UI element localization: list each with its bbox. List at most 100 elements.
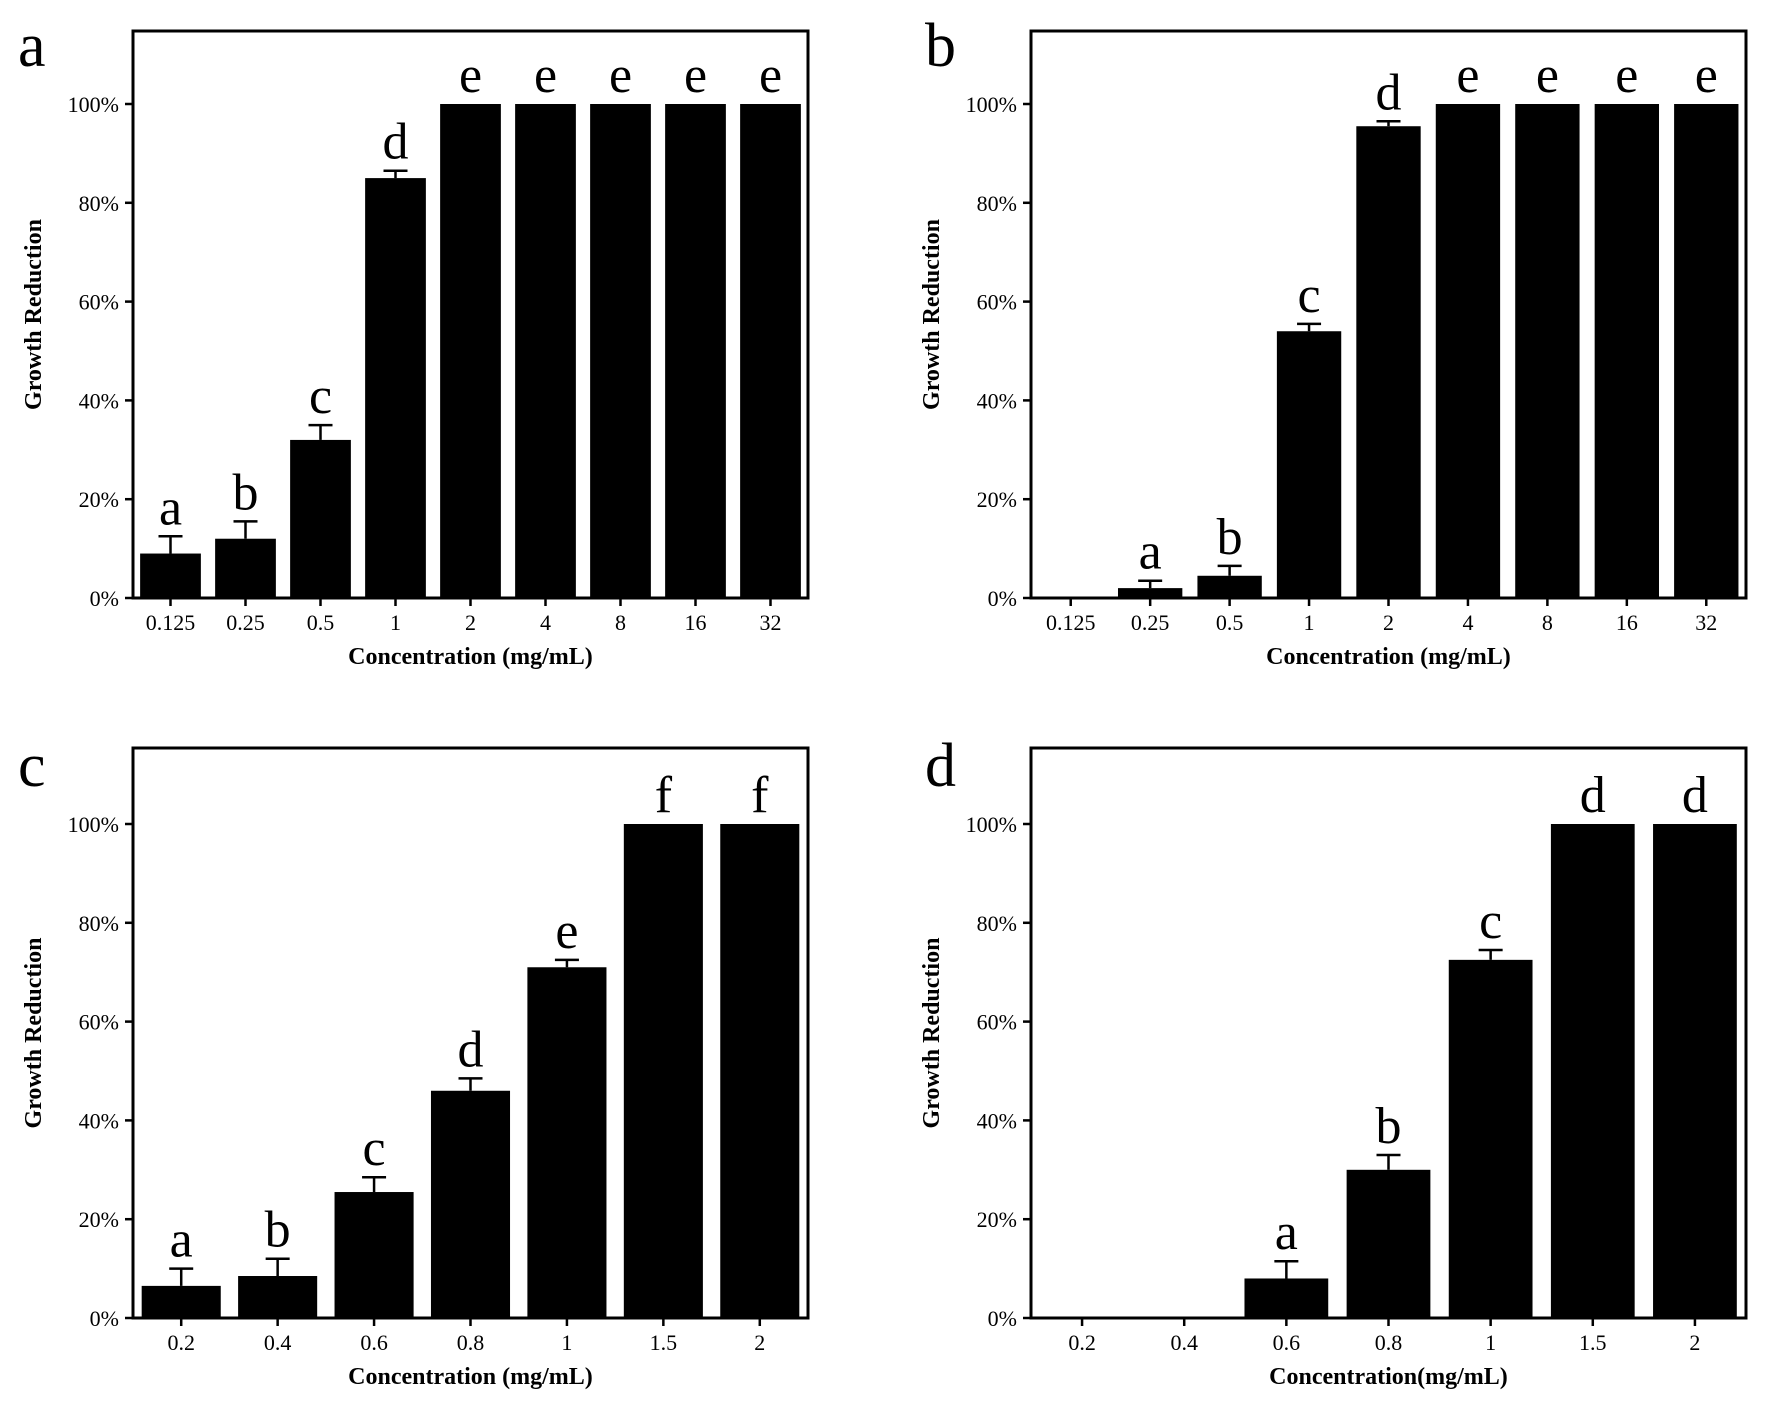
bar bbox=[515, 104, 576, 598]
y-tick-label: 40% bbox=[79, 388, 119, 413]
bar bbox=[1515, 104, 1580, 598]
x-tick-label: 0.6 bbox=[360, 1330, 388, 1355]
bar bbox=[365, 178, 426, 598]
significance-letter: b bbox=[265, 1202, 291, 1259]
x-tick-label: 0.4 bbox=[264, 1330, 292, 1355]
significance-letter: e bbox=[534, 47, 557, 104]
bar bbox=[1117, 588, 1183, 598]
y-tick-label: 0% bbox=[90, 586, 119, 611]
y-tick-label: 100% bbox=[966, 92, 1017, 117]
panel-c: c 0% 20% 40% 60% 80% 100% 0.2 a 0.4 b 0.6 c 0.8 d 1 e 1.5… bbox=[18, 732, 810, 1390]
significance-letter: e bbox=[1536, 47, 1559, 104]
x-tick-label: 2 bbox=[465, 610, 476, 635]
panel-letter: b bbox=[925, 12, 956, 80]
x-axis-label: Concentration (mg/mL) bbox=[348, 644, 593, 670]
significance-letter: c bbox=[1479, 893, 1502, 950]
y-axis-label: Growth Reduction bbox=[919, 219, 945, 410]
bar bbox=[1038, 596, 1103, 598]
y-tick-label: 60% bbox=[79, 1010, 119, 1035]
y-tick-label: 80% bbox=[977, 191, 1017, 216]
y-tick-label: 20% bbox=[79, 1207, 119, 1232]
bar bbox=[1674, 104, 1739, 598]
panel-letter: d bbox=[925, 732, 956, 800]
x-tick-label: 0.25 bbox=[226, 610, 265, 635]
bar bbox=[290, 439, 351, 598]
x-tick-label: 1.5 bbox=[650, 1330, 678, 1355]
y-axis-label: Growth Reduction bbox=[21, 219, 47, 410]
bar bbox=[140, 553, 201, 598]
y-tick-label: 100% bbox=[68, 812, 119, 837]
bar bbox=[1448, 959, 1533, 1318]
x-tick-label: 1 bbox=[390, 610, 401, 635]
bar bbox=[141, 1285, 221, 1318]
panel-d: d 0% 20% 40% 60% 80% 100% 0.2 0.4 0.6 a 0.8 b 1 c 1.5 d 2… bbox=[919, 732, 1748, 1390]
x-tick-label: 0.25 bbox=[1131, 610, 1170, 635]
x-tick-label: 1.5 bbox=[1579, 1330, 1607, 1355]
significance-letter: f bbox=[655, 767, 673, 824]
y-tick-label: 80% bbox=[79, 911, 119, 936]
y-tick-label: 40% bbox=[79, 1108, 119, 1133]
x-axis-label: Concentration (mg/mL) bbox=[348, 1364, 593, 1390]
significance-letter: e bbox=[555, 903, 578, 960]
bar bbox=[334, 1192, 414, 1318]
x-tick-label: 0.2 bbox=[167, 1330, 195, 1355]
y-tick-label: 60% bbox=[977, 1010, 1017, 1035]
significance-letter: e bbox=[1695, 47, 1718, 104]
significance-letter: a bbox=[170, 1212, 193, 1269]
significance-letter: d bbox=[458, 1021, 484, 1078]
significance-letter: f bbox=[751, 767, 769, 824]
y-tick-label: 20% bbox=[977, 1207, 1017, 1232]
y-tick-label: 40% bbox=[977, 1108, 1017, 1133]
significance-letter: c bbox=[363, 1120, 386, 1177]
significance-letter: b bbox=[1217, 509, 1243, 566]
significance-letter: b bbox=[1376, 1098, 1402, 1155]
y-tick-label: 0% bbox=[90, 1306, 119, 1331]
significance-letter: e bbox=[759, 47, 782, 104]
y-axis-label: Growth Reduction bbox=[21, 938, 47, 1129]
bar bbox=[623, 824, 703, 1318]
x-tick-label: 0.8 bbox=[457, 1330, 485, 1355]
significance-letter: e bbox=[684, 47, 707, 104]
x-axis-label: Concentration(mg/mL) bbox=[1269, 1364, 1508, 1390]
panel-letter: a bbox=[18, 12, 46, 80]
significance-letter: e bbox=[609, 47, 632, 104]
y-tick-label: 40% bbox=[977, 388, 1017, 413]
y-tick-label: 80% bbox=[79, 191, 119, 216]
x-tick-label: 16 bbox=[1616, 610, 1638, 635]
x-tick-label: 0.125 bbox=[146, 610, 196, 635]
y-tick-label: 60% bbox=[977, 290, 1017, 315]
significance-letter: e bbox=[1615, 47, 1638, 104]
x-tick-label: 0.6 bbox=[1273, 1330, 1301, 1355]
significance-letter: a bbox=[1275, 1204, 1298, 1261]
bar bbox=[665, 104, 726, 598]
bar bbox=[238, 1276, 318, 1318]
x-tick-label: 0.125 bbox=[1046, 610, 1096, 635]
y-axis-label: Growth Reduction bbox=[919, 938, 945, 1129]
x-tick-label: 0.4 bbox=[1170, 1330, 1198, 1355]
y-tick-label: 80% bbox=[977, 911, 1017, 936]
bar bbox=[1040, 1316, 1124, 1318]
bar bbox=[1356, 126, 1421, 598]
significance-letter: b bbox=[233, 464, 259, 521]
panel-letter: c bbox=[18, 732, 46, 800]
significance-letter: e bbox=[1456, 47, 1479, 104]
x-tick-label: 1 bbox=[1485, 1330, 1496, 1355]
x-tick-label: 2 bbox=[754, 1330, 765, 1355]
bar bbox=[430, 1090, 511, 1318]
x-tick-label: 2 bbox=[1383, 610, 1394, 635]
significance-letter: d bbox=[1682, 767, 1708, 824]
y-tick-label: 100% bbox=[966, 812, 1017, 837]
x-tick-label: 1 bbox=[561, 1330, 572, 1355]
significance-letter: d bbox=[1580, 767, 1606, 824]
x-tick-label: 4 bbox=[540, 610, 551, 635]
x-tick-label: 0.8 bbox=[1375, 1330, 1403, 1355]
x-tick-label: 1 bbox=[1304, 610, 1315, 635]
y-tick-label: 20% bbox=[79, 487, 119, 512]
bar bbox=[1197, 575, 1262, 598]
bar bbox=[1550, 824, 1635, 1318]
x-tick-label: 0.5 bbox=[307, 610, 335, 635]
y-tick-label: 0% bbox=[988, 586, 1017, 611]
x-tick-label: 8 bbox=[1542, 610, 1553, 635]
bar bbox=[1276, 331, 1342, 598]
significance-letter: a bbox=[1139, 524, 1162, 581]
